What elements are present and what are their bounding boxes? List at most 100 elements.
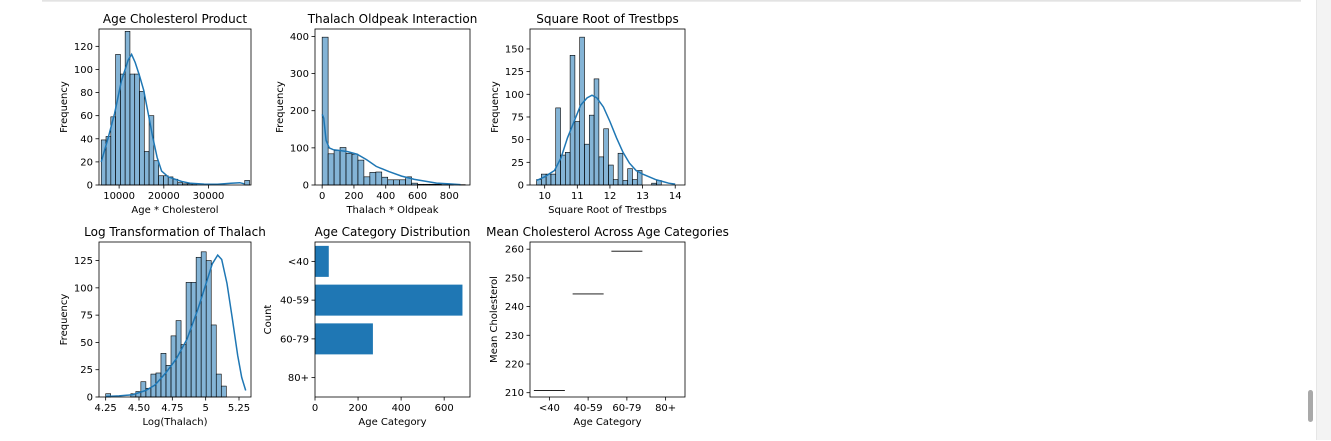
histogram-bar [594, 79, 599, 185]
bar [315, 323, 373, 354]
chart-title: Thalach Oldpeak Interaction [307, 12, 478, 26]
x-tick-label: 800 [440, 191, 459, 202]
y-tick-label: 150 [505, 44, 524, 55]
histogram-bar [334, 150, 340, 185]
y-tick-label: 230 [505, 331, 524, 342]
histogram-bar [216, 374, 221, 397]
y-tick-label: 60 [80, 111, 93, 122]
histogram-bar [140, 91, 145, 185]
x-axis-label: Thalach * Oldpeak [345, 205, 438, 216]
x-tick-label: 0 [312, 403, 318, 414]
histogram-bar [171, 336, 176, 397]
histogram-bar [584, 144, 589, 185]
x-tick-label: 600 [408, 191, 427, 202]
chart-5: Age Category Distribution<4040-5960-7980… [263, 225, 470, 428]
y-tick-label: 100 [290, 143, 309, 154]
axes-frame [530, 242, 685, 397]
histogram-bar [201, 252, 206, 397]
histogram-bar [340, 147, 346, 185]
x-tick-label: <40 [539, 403, 560, 414]
y-tick-label: 260 [505, 245, 524, 256]
histogram-bar [144, 151, 149, 185]
histogram-bar [245, 180, 250, 185]
chart-title: Age Category Distribution [315, 225, 471, 239]
x-tick-label: 0 [319, 191, 325, 202]
x-tick-label: 10 [538, 191, 551, 202]
histogram-bar [575, 122, 580, 185]
bar [315, 285, 462, 316]
x-tick-label: 600 [435, 403, 454, 414]
x-tick-label: 20000 [148, 191, 180, 202]
y-tick-label: 40-59 [280, 296, 309, 307]
y-tick-label: 120 [74, 42, 93, 53]
histogram-bar [604, 129, 609, 185]
histogram-bar [400, 180, 406, 185]
x-tick-label: 12 [604, 191, 617, 202]
y-tick-label: 125 [74, 256, 93, 267]
y-tick-label: 75 [511, 112, 524, 123]
x-axis-label: Log(Thalach) [143, 417, 208, 428]
y-axis-label: Count [263, 305, 274, 335]
y-tick-label: 0 [303, 181, 309, 192]
x-axis-label: Age * Cholesterol [131, 205, 218, 216]
y-tick-label: 75 [80, 311, 93, 322]
axes-frame [315, 242, 470, 397]
y-tick-label: 400 [290, 32, 309, 43]
histogram-bar [328, 154, 334, 185]
x-tick-label: 4.75 [161, 403, 183, 414]
histogram-bar [181, 345, 186, 397]
chart-title: Age Cholesterol Product [103, 12, 247, 26]
y-tick-label: 50 [511, 135, 524, 146]
histogram-bar [613, 180, 618, 185]
histogram-bar [394, 180, 400, 185]
x-tick-label: 30000 [193, 191, 225, 202]
histogram-bar [551, 174, 556, 185]
histogram-bar [135, 74, 140, 185]
x-tick-label: 14 [669, 191, 682, 202]
y-tick-label: 125 [505, 67, 524, 78]
y-tick-label: 25 [511, 158, 524, 169]
histogram-bar [322, 37, 328, 185]
y-tick-label: 210 [505, 388, 524, 399]
scrollbar-thumb[interactable] [1308, 390, 1313, 422]
histogram-bar [561, 155, 566, 185]
chart-6: Mean Cholesterol Across Age Categories<4… [486, 225, 729, 428]
y-tick-label: 0 [518, 181, 524, 192]
histogram-bar [618, 153, 623, 185]
histogram-bar [382, 177, 388, 185]
histogram-bar [346, 153, 352, 185]
x-tick-label: 4.50 [128, 403, 150, 414]
y-tick-label: 50 [80, 338, 93, 349]
y-axis-label: Frequency [275, 81, 286, 133]
y-tick-label: 220 [505, 359, 524, 370]
histogram-bar [388, 180, 394, 185]
y-tick-label: 0 [87, 393, 93, 404]
y-tick-label: 25 [80, 365, 93, 376]
x-tick-label: 11 [571, 191, 584, 202]
scrollbar-track[interactable] [1316, 0, 1331, 440]
histogram-bar [580, 37, 585, 185]
histogram-bar [364, 177, 370, 185]
y-tick-label: 250 [505, 273, 524, 284]
x-tick-label: 60-79 [612, 403, 641, 414]
x-tick-label: 400 [376, 191, 395, 202]
y-tick-label: 100 [74, 283, 93, 294]
x-axis-label: Age Category [358, 417, 426, 428]
y-tick-label: 100 [505, 90, 524, 101]
x-tick-label: 5 [202, 403, 208, 414]
y-tick-label: <40 [288, 257, 309, 268]
x-tick-label: 80+ [655, 403, 676, 414]
x-tick-label: 10000 [103, 191, 135, 202]
y-tick-label: 80+ [288, 373, 309, 384]
x-tick-label: 400 [392, 403, 411, 414]
y-tick-label: 0 [87, 181, 93, 192]
histogram-bar [565, 152, 570, 185]
histogram-bar [191, 282, 196, 397]
histogram-bar [156, 373, 161, 397]
x-tick-label: 5.25 [228, 403, 250, 414]
histogram-bar [608, 165, 613, 185]
y-axis-label: Frequency [59, 81, 70, 133]
